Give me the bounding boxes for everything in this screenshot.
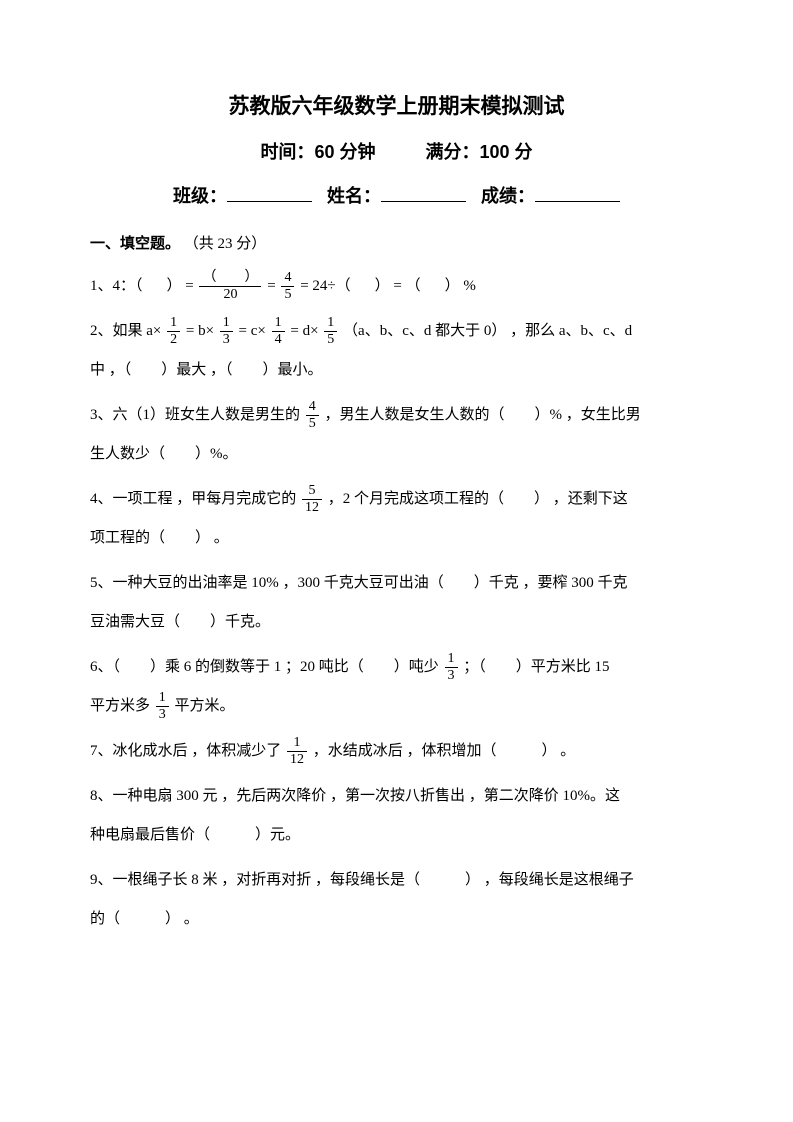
question-1: 1、4：（ ） = （ ）20 = 45 = 24÷（ ） = （ ） % — [90, 267, 703, 306]
question-6: 6、（ ）乘 6 的倒数等于 1 ；20 吨比（ ）吨少 13 ；（ ）平方米比… — [90, 648, 703, 726]
grade-label: 成绩： — [481, 186, 535, 206]
q7-text: 7、冰化成水后 ，体积减少了 — [90, 743, 281, 759]
score-value: 100 分 — [480, 142, 533, 162]
name-label: 姓名： — [327, 186, 381, 206]
q3-text: 生人数少（ ）%。 — [90, 446, 238, 462]
q4-text: 4、一项工程 ，甲每月完成它的 — [90, 491, 296, 507]
fraction: 512 — [302, 484, 322, 515]
denominator: 3 — [156, 707, 169, 722]
denominator: 3 — [445, 668, 458, 683]
question-7: 7、冰化成水后 ，体积减少了 112 ，水结成冰后 ，体积增加（ ） 。 — [90, 732, 703, 771]
fraction: 12 — [167, 316, 180, 347]
fraction: 45 — [306, 400, 319, 431]
q2-text: = b× — [186, 323, 214, 339]
fraction: 14 — [272, 316, 285, 347]
q5-text: 豆油需大豆（ ）千克。 — [90, 614, 270, 630]
denominator: 12 — [302, 500, 322, 515]
q8-text: 8、一种电扇 300 元 ，先后两次降价 ，第一次按八折售出 ，第二次降价 10… — [90, 788, 620, 804]
numerator: 4 — [281, 271, 294, 287]
question-2: 2、如果 a× 12 = b× 13 = c× 14 = d× 15 （a、b、… — [90, 312, 703, 390]
denominator: 20 — [199, 287, 261, 302]
q3-text: 3、六（1）班女生人数是男生的 — [90, 407, 300, 423]
q4-text: 项工程的（ ） 。 — [90, 530, 229, 546]
q8-text: 种电扇最后售价（ ）元。 — [90, 827, 300, 843]
q5-text: 5、一种大豆的出油率是 10% ，300 千克大豆可出油（ ）千克 ，要榨 30… — [90, 575, 628, 591]
student-info: 班级： 姓名： 成绩： — [90, 182, 703, 208]
fraction: 112 — [287, 736, 307, 767]
q6-text: 平方米多 — [90, 698, 150, 714]
numerator: 1 — [445, 652, 458, 668]
numerator: （ ） — [199, 271, 261, 287]
section-points: （共 23 分） — [184, 236, 267, 252]
q6-text: 6、（ ）乘 6 的倒数等于 1 ；20 吨比（ ）吨少 — [90, 659, 439, 675]
q4-text: ，2 个月完成这项工程的（ ） ，还剩下这 — [328, 491, 628, 507]
name-blank[interactable] — [381, 184, 466, 202]
q1-text: ） = — [167, 278, 198, 294]
section-header: 一、填空题。 （共 23 分） — [90, 232, 703, 253]
score-label: 满分： — [426, 142, 480, 162]
fraction: 13 — [445, 652, 458, 683]
q6-text: 平方米。 — [175, 698, 235, 714]
q1-text: = 24÷（ — [300, 278, 350, 294]
q2-text: 2、如果 a× — [90, 323, 161, 339]
denominator: 5 — [281, 287, 294, 302]
numerator: 1 — [287, 736, 307, 752]
denominator: 5 — [324, 332, 337, 347]
fraction: 45 — [281, 271, 294, 302]
q9-text: 的（ ） 。 — [90, 911, 199, 927]
q2-text: 中 ，（ ）最大 ，（ ）最小。 — [90, 362, 323, 378]
numerator: 1 — [167, 316, 180, 332]
section-title: 一、填空题。 — [90, 236, 180, 252]
denominator: 5 — [306, 416, 319, 431]
question-3: 3、六（1）班女生人数是男生的 45 ，男生人数是女生人数的（ ）% ，女生比男… — [90, 396, 703, 474]
fraction: 15 — [324, 316, 337, 347]
q1-text: 1、4：（ — [90, 278, 143, 294]
numerator: 1 — [272, 316, 285, 332]
q3-text: ，男生人数是女生人数的（ ）% ，女生比男 — [325, 407, 641, 423]
time-label: 时间： — [260, 142, 314, 162]
question-8: 8、一种电扇 300 元 ，先后两次降价 ，第一次按八折售出 ，第二次降价 10… — [90, 777, 703, 855]
q1-text: ） % — [445, 278, 476, 294]
denominator: 2 — [167, 332, 180, 347]
q2-text: = d× — [290, 323, 318, 339]
q1-text: ） = （ — [375, 278, 421, 294]
numerator: 1 — [220, 316, 233, 332]
numerator: 1 — [156, 691, 169, 707]
question-5: 5、一种大豆的出油率是 10% ，300 千克大豆可出油（ ）千克 ，要榨 30… — [90, 564, 703, 642]
class-label: 班级： — [173, 186, 227, 206]
denominator: 4 — [272, 332, 285, 347]
numerator: 4 — [306, 400, 319, 416]
exam-info: 时间：60 分钟 满分：100 分 — [90, 138, 703, 164]
class-blank[interactable] — [227, 184, 312, 202]
grade-blank[interactable] — [535, 184, 620, 202]
question-4: 4、一项工程 ，甲每月完成它的 512 ，2 个月完成这项工程的（ ） ，还剩下… — [90, 480, 703, 558]
time-value: 60 分钟 — [314, 142, 375, 162]
question-9: 9、一根绳子长 8 米 ，对折再对折 ，每段绳长是（ ） ，每段绳长是这根绳子 … — [90, 861, 703, 939]
numerator: 1 — [324, 316, 337, 332]
fraction: 13 — [220, 316, 233, 347]
q2-text: = c× — [239, 323, 266, 339]
denominator: 3 — [220, 332, 233, 347]
page-title: 苏教版六年级数学上册期末模拟测试 — [90, 90, 703, 120]
denominator: 12 — [287, 752, 307, 767]
fraction: 13 — [156, 691, 169, 722]
q2-text: （a、b、c、d 都大于 0） ，那么 a、b、c、d — [343, 323, 632, 339]
q7-text: ，水结成冰后 ，体积增加（ ） 。 — [313, 743, 576, 759]
q6-text: ；（ ）平方米比 15 — [463, 659, 609, 675]
q1-text: = — [267, 278, 279, 294]
q9-text: 9、一根绳子长 8 米 ，对折再对折 ，每段绳长是（ ） ，每段绳长是这根绳子 — [90, 872, 634, 888]
fraction: （ ）20 — [199, 271, 261, 302]
numerator: 5 — [302, 484, 322, 500]
